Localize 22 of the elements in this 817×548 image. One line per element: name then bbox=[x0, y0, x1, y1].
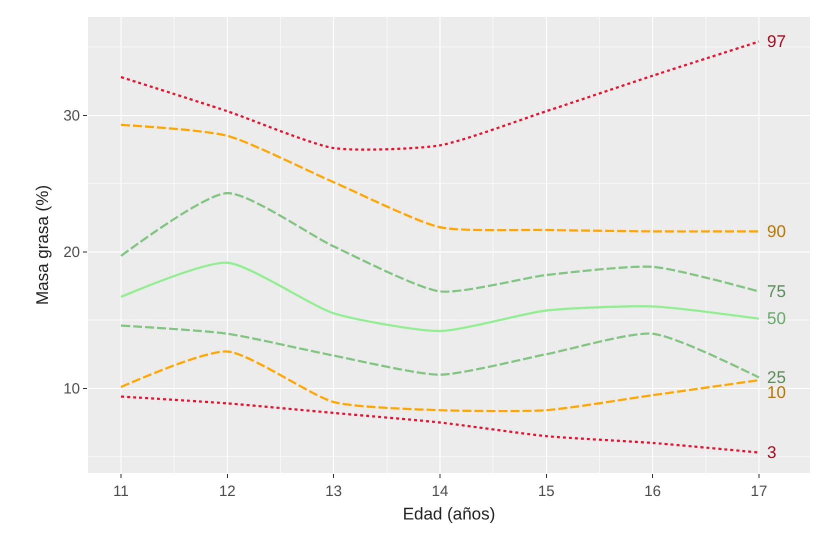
line-series bbox=[120, 262, 760, 332]
x-tick-label: 13 bbox=[325, 483, 342, 500]
x-tick-label: 11 bbox=[113, 483, 129, 500]
series-label: 3 bbox=[767, 443, 776, 462]
x-tick-label: 15 bbox=[538, 483, 555, 500]
x-tick-label: 12 bbox=[218, 483, 236, 500]
series-label: 75 bbox=[767, 282, 786, 301]
line-series bbox=[120, 350, 760, 412]
y-axis-title: Masa grasa (%) bbox=[32, 185, 52, 305]
x-tick-label: 14 bbox=[432, 483, 448, 500]
line-series bbox=[120, 395, 760, 454]
x-tick-label: 17 bbox=[750, 483, 768, 500]
line-series bbox=[120, 124, 760, 233]
series-label: 90 bbox=[767, 222, 786, 241]
y-tick-label: 20 bbox=[63, 244, 80, 262]
x-axis-title: Edad (años) bbox=[402, 504, 496, 524]
series-label: 50 bbox=[767, 309, 786, 328]
y-tick-label: 30 bbox=[63, 108, 80, 125]
x-tick-label: 16 bbox=[644, 483, 661, 500]
y-tick-label: 10 bbox=[63, 380, 80, 398]
line-series bbox=[120, 324, 760, 379]
series-label: 97 bbox=[767, 32, 786, 51]
